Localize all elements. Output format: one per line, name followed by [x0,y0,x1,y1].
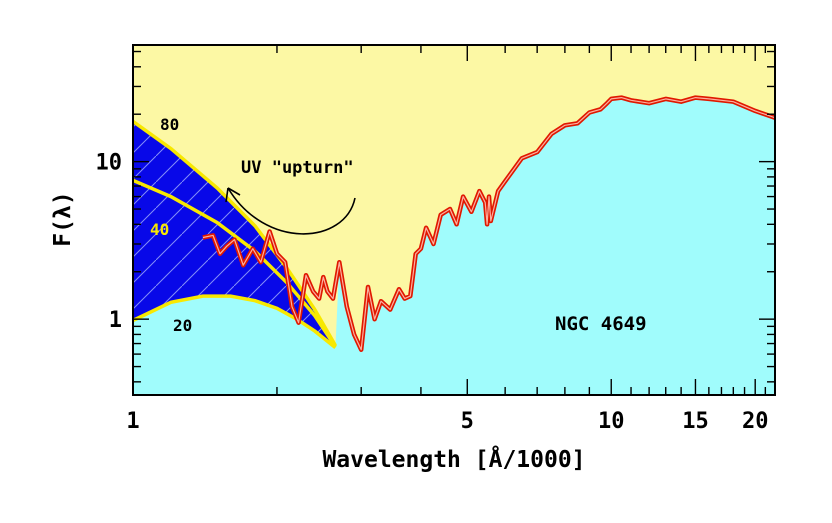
x-tick-label: 10 [598,409,625,434]
upturn-arrow [227,187,356,235]
model-label-80: 80 [160,115,179,134]
x-axis-label: Wavelength [Å/1000] [322,445,585,473]
series-spectrum [202,97,775,351]
y-tick-label: 1 [109,308,122,333]
annotation-target: NGC 4649 [555,313,647,335]
model-label-40: 40 [150,220,169,239]
x-tick-label: 5 [461,409,474,434]
axis-ticks [132,45,776,395]
model-label-20: 20 [173,316,192,335]
x-tick-label: 1 [126,409,139,434]
y-tick-label: 10 [96,151,123,176]
annotation-upturn: UV "upturn" [241,158,354,178]
x-tick-label: 15 [682,409,709,434]
plot-frame [132,44,776,396]
series-model-20 [133,294,337,349]
x-tick-label: 20 [742,409,769,434]
series-model-80 [133,119,337,347]
arrow-head-icon [225,187,241,203]
continuum-area [133,97,775,395]
y-axis-label: F(λ) [50,191,76,246]
